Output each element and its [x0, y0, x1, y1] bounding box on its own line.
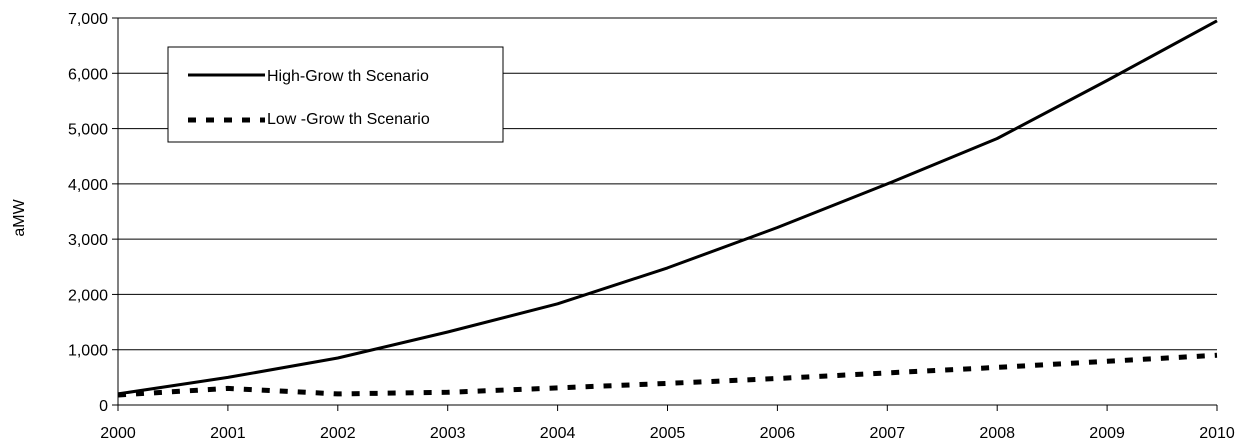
- series-line-high-growth: [117, 19, 1218, 396]
- legend-label-high-growth: High-Grow th Scenario: [267, 68, 429, 85]
- x-tick-label: 2007: [870, 425, 906, 442]
- legend-box: [167, 46, 504, 143]
- series-lines: [117, 19, 1218, 398]
- x-tick-label: 2009: [1089, 425, 1125, 442]
- x-tick-labels: 2000 2001 2002 2003 2004 2005 2006 2007 2008 2009…: [100, 425, 1235, 442]
- y-tick-label: 2,000: [68, 287, 108, 304]
- y-tick-labels: 0 1,000 2,000 3,000 4,000 5,000 6,000 7,000: [68, 11, 108, 415]
- x-tick-label: 2001: [210, 425, 246, 442]
- y-tick-label: 5,000: [68, 122, 108, 139]
- series-line-low-growth: [117, 352, 1218, 398]
- x-tick-label: 2008: [979, 425, 1015, 442]
- x-tick-label: 2004: [540, 425, 576, 442]
- x-tick-label: 2010: [1199, 425, 1235, 442]
- x-tick-label: 2005: [650, 425, 686, 442]
- legend: High-Grow th Scenario Low -Grow th Scena…: [167, 46, 504, 143]
- y-tick-label: 3,000: [68, 232, 108, 249]
- legend-label-low-growth: Low -Grow th Scenario: [267, 111, 430, 128]
- y-tick-label: 6,000: [68, 66, 108, 83]
- axes: [112, 17, 1218, 411]
- x-tick-label: 2006: [760, 425, 796, 442]
- y-tick-label: 0: [99, 398, 108, 415]
- y-tick-label: 4,000: [68, 177, 108, 194]
- x-tick-label: 2002: [320, 425, 356, 442]
- y-axis-label: aMW: [11, 198, 28, 236]
- x-tick-label: 2003: [430, 425, 466, 442]
- y-tick-label: 1,000: [68, 343, 108, 360]
- y-tick-label: 7,000: [68, 11, 108, 28]
- x-tick-label: 2000: [100, 425, 136, 442]
